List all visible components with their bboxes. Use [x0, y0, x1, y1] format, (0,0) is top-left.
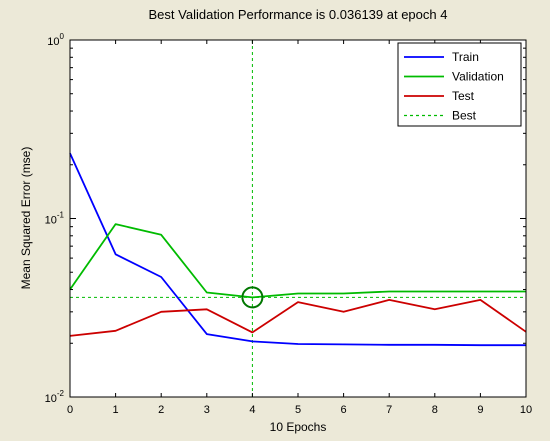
legend-label-validation: Validation	[452, 70, 504, 84]
x-tick-label: 6	[341, 404, 347, 416]
series-line-train	[69, 152, 526, 347]
x-tick-label: 1	[113, 404, 119, 416]
legend-label-train: Train	[452, 50, 479, 64]
chart-title: Best Validation Performance is 0.036139 …	[149, 7, 448, 22]
series-line-test	[69, 298, 527, 337]
y-tick-label: 100	[47, 32, 64, 48]
x-tick-label: 8	[432, 404, 438, 416]
y-tick-label: 10-1	[45, 211, 65, 227]
x-tick-label: 9	[477, 404, 483, 416]
legend: Train Validation Test Best	[397, 42, 522, 127]
series-line-validation	[69, 223, 526, 299]
x-tick-label: 0	[67, 404, 73, 416]
legend-label-test: Test	[452, 89, 475, 103]
x-tick-label: 5	[295, 404, 301, 416]
x-axis-label: 10 Epochs	[270, 420, 327, 434]
y-axis-label: Mean Squared Error (mse)	[19, 147, 33, 290]
best-point-marker	[241, 286, 264, 309]
legend-label-best: Best	[452, 109, 477, 123]
x-tick-label: 10	[520, 404, 532, 416]
y-tick-label: 10-2	[45, 389, 65, 405]
x-tick-label: 2	[158, 404, 164, 416]
x-tick-label: 4	[249, 404, 255, 416]
x-tick-label: 7	[386, 404, 392, 416]
x-tick-label: 3	[204, 404, 210, 416]
